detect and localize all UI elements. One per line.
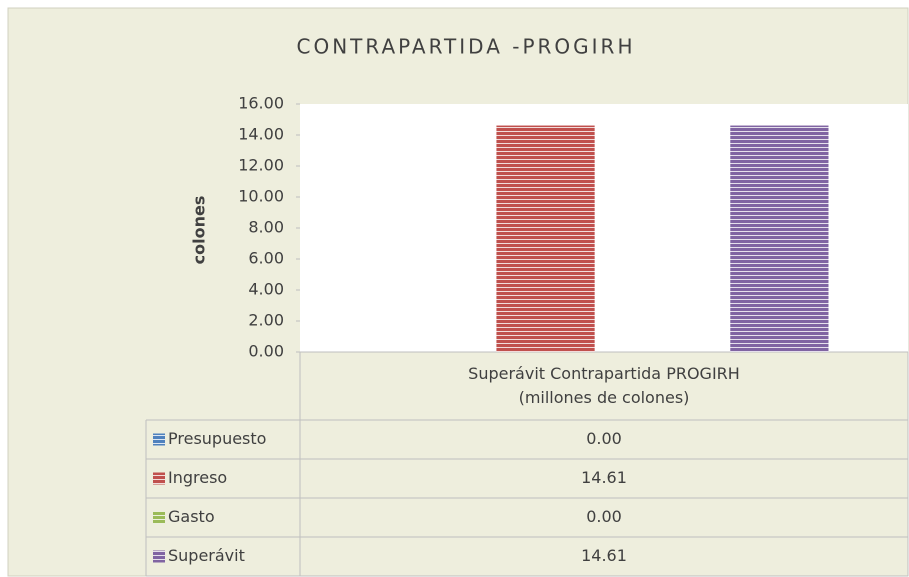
- y-tick-label: 8.00: [248, 218, 284, 237]
- y-tick-label: 16.00: [238, 94, 284, 113]
- legend-key: [153, 472, 165, 485]
- legend-label: Ingreso: [168, 468, 227, 487]
- x-tick-label-box: Superávit Contrapartida PROGIRH (millone…: [468, 364, 740, 407]
- table-value: 0.00: [586, 429, 622, 448]
- y-tick-label: 4.00: [248, 280, 284, 299]
- y-tick-label: 14.00: [238, 125, 284, 144]
- legend-label: Superávit: [168, 546, 245, 565]
- legend-key: [153, 511, 165, 524]
- legend-label: Gasto: [168, 507, 215, 526]
- chart-title: CONTRAPARTIDA -PROGIRH: [296, 35, 635, 59]
- legend-label: Presupuesto: [168, 429, 266, 448]
- table-value: 0.00: [586, 507, 622, 526]
- y-tick-label: 2.00: [248, 311, 284, 330]
- legend-key: [153, 550, 165, 563]
- table-value: 14.61: [581, 468, 627, 487]
- y-tick-label: 0.00: [248, 342, 284, 361]
- y-tick-label: 12.00: [238, 156, 284, 175]
- y-tick-label: 10.00: [238, 187, 284, 206]
- y-axis-label: colones: [190, 196, 209, 265]
- y-tick-label: 6.00: [248, 249, 284, 268]
- table-value: 14.61: [581, 546, 627, 565]
- legend-key: [153, 433, 165, 446]
- bar: [730, 125, 829, 352]
- bar: [496, 125, 595, 352]
- x-tick-label: Superávit Contrapartida PROGIRH (millone…: [468, 364, 740, 407]
